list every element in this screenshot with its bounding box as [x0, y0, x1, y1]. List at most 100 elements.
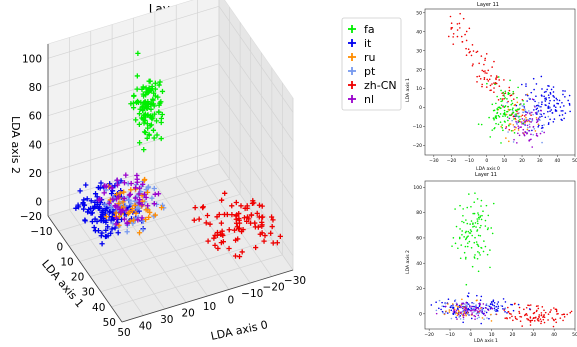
point-it [550, 88, 553, 91]
point-zh-CN [543, 314, 545, 316]
point-it [545, 98, 548, 101]
point-fa [504, 90, 507, 93]
point-fa [480, 224, 482, 227]
point-it [81, 202, 88, 208]
point-it [568, 94, 571, 97]
point-zh-CN [503, 98, 505, 100]
point-zh-CN [471, 44, 474, 46]
point-fa [495, 102, 497, 105]
point-it [543, 95, 545, 98]
point-nl [517, 125, 520, 127]
point-zh-CN [570, 310, 573, 313]
point-zh-CN [239, 249, 245, 255]
point-fa [499, 121, 502, 123]
point-fa [476, 229, 479, 231]
point-zh-CN [557, 312, 559, 315]
x-tick-label: −10 [464, 158, 474, 164]
point-nl [524, 121, 526, 123]
grid-line [79, 209, 251, 262]
x-tick-label: 40 [139, 321, 152, 333]
point-fa [152, 93, 158, 99]
point-pt [494, 313, 497, 316]
point-pt [523, 107, 526, 109]
point-it [492, 300, 495, 303]
point-fa [484, 245, 487, 248]
point-pt [151, 185, 157, 192]
point-nl [96, 197, 102, 203]
point-zh-CN [493, 87, 495, 89]
point-fa [493, 117, 495, 120]
point-nl [466, 310, 469, 312]
x-tick-label: −20 [263, 282, 285, 294]
point-it [547, 122, 550, 124]
point-fa [501, 99, 504, 102]
point-nl [469, 309, 472, 312]
point-zh-CN [483, 78, 486, 81]
point-fa [156, 82, 162, 88]
point-it [73, 205, 79, 211]
point-ru [445, 310, 447, 312]
point-fa [148, 122, 154, 128]
point-it [548, 102, 551, 105]
point-zh-CN [525, 306, 528, 309]
point-zh-CN [204, 212, 211, 219]
legend-label-nl: nl [364, 93, 374, 106]
point-fa [148, 113, 154, 119]
point-it [471, 301, 473, 304]
point-it [504, 301, 507, 303]
point-nl [525, 113, 527, 116]
point-it [108, 230, 114, 236]
point-fa [144, 89, 150, 95]
y-tick-label: 100 [413, 185, 422, 191]
point-fa [477, 234, 480, 237]
point-fa [511, 108, 514, 111]
point-pt [102, 202, 108, 208]
point-ru [117, 190, 123, 196]
point-it [547, 123, 550, 125]
y-tick-label: 50 [416, 10, 422, 16]
x-tick-label: 30 [537, 158, 543, 164]
point-zh-CN [200, 204, 206, 210]
point-ru [147, 209, 153, 216]
legend-label-zh-CN: zh-CN [364, 79, 397, 92]
point-pt [538, 105, 541, 108]
point-zh-CN [224, 211, 230, 218]
point-fa [142, 129, 149, 136]
point-it [530, 91, 533, 94]
point-fa [463, 251, 466, 254]
point-fa [497, 114, 500, 117]
point-fa [510, 103, 513, 106]
point-fa [141, 120, 147, 126]
point-pt [454, 299, 457, 301]
point-it [537, 104, 539, 107]
point-zh-CN [229, 203, 235, 209]
point-it [561, 119, 563, 122]
point-fa [513, 132, 516, 134]
point-nl [152, 191, 158, 197]
point-fa [466, 236, 468, 238]
point-it [548, 96, 550, 99]
point-ru [461, 314, 464, 317]
x-tick-label: 0 [469, 332, 472, 338]
point-zh-CN [232, 253, 239, 259]
point-nl [535, 132, 538, 135]
point-nl [463, 308, 466, 311]
point-it [468, 308, 470, 311]
point-fa [518, 108, 520, 111]
y-tick-label: −10 [413, 124, 423, 130]
point-zh-CN [512, 98, 515, 100]
point-fa [499, 113, 502, 115]
point-it [438, 307, 440, 310]
x-tick-label: 50 [572, 158, 577, 164]
point-it [99, 241, 105, 247]
point-zh-CN [498, 79, 500, 81]
point-ru [457, 306, 460, 308]
point-pt [527, 118, 529, 121]
y-tick-label: 60 [416, 236, 422, 242]
point-pt [539, 119, 541, 121]
point-nl [123, 207, 129, 213]
point-it [536, 113, 538, 115]
point-fa [468, 232, 471, 234]
point-fa [473, 256, 476, 258]
